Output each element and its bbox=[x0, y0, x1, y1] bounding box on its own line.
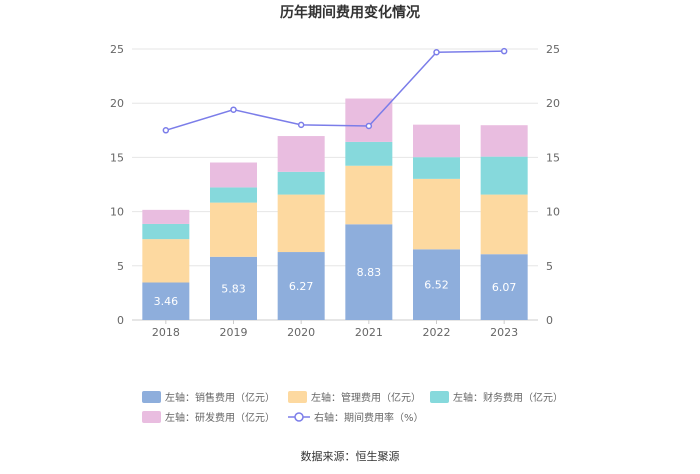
rate-line-path bbox=[165, 50, 505, 132]
legend-swatch bbox=[288, 391, 307, 403]
legend-swatch bbox=[142, 411, 161, 423]
y-right-tick-label: 25 bbox=[546, 43, 560, 56]
grid bbox=[132, 48, 538, 267]
x-tick-label: 2023 bbox=[490, 326, 518, 339]
bar-labels: 3.46 5.83 6.27 8.83 6.52 6.07 bbox=[154, 266, 517, 308]
bar-value-label: 8.83 bbox=[357, 266, 382, 279]
bar-series3-2018 bbox=[142, 223, 190, 240]
bar-series2-2022 bbox=[413, 178, 460, 250]
rate-point-2023 bbox=[500, 47, 508, 55]
legend-item: 右轴：期间费用率（%） bbox=[288, 411, 424, 424]
legend-label: 左轴：财务费用（亿元） bbox=[453, 391, 563, 404]
y-right-tick-label: 20 bbox=[546, 97, 560, 110]
legend-label: 左轴：研发费用（亿元） bbox=[165, 411, 275, 424]
bar-series2-2019 bbox=[210, 202, 257, 257]
x-tick-label: 2021 bbox=[355, 326, 383, 339]
bar-series1-2022 bbox=[413, 249, 460, 320]
rate-line bbox=[162, 47, 508, 134]
x-tick-label: 2018 bbox=[152, 326, 180, 339]
y-left-tick-label: 5 bbox=[117, 260, 124, 273]
y-right-tick-label: 0 bbox=[546, 314, 553, 327]
bar-series3-2019 bbox=[210, 187, 257, 203]
bar-value-label: 3.46 bbox=[154, 295, 179, 308]
bars bbox=[142, 98, 528, 320]
legend-label: 左轴：销售费用（亿元） bbox=[165, 391, 275, 404]
legend: 左轴：销售费用（亿元） 左轴：管理费用（亿元） 左轴：财务费用（亿元） 左轴：研发费用… bbox=[142, 391, 563, 424]
bar-series1-2023 bbox=[480, 254, 528, 320]
bar-series3-2022 bbox=[413, 157, 460, 179]
bar-series4-2019 bbox=[210, 162, 257, 188]
bar-value-label: 5.83 bbox=[221, 282, 246, 295]
bar-series1-2019 bbox=[210, 256, 257, 320]
legend-item: 左轴：管理费用（亿元） bbox=[288, 391, 421, 404]
y-right-tick-label: 10 bbox=[546, 206, 560, 219]
bar-series4-2022 bbox=[413, 124, 460, 158]
rate-point-2022 bbox=[433, 49, 440, 56]
rate-point-2021 bbox=[365, 122, 373, 130]
bar-series2-2020 bbox=[277, 194, 325, 253]
x-tick-label: 2022 bbox=[423, 326, 451, 339]
source-note: 数据来源：恒生聚源 bbox=[301, 449, 400, 463]
legend-label: 左轴：管理费用（亿元） bbox=[311, 391, 421, 404]
bar-series4-2018 bbox=[142, 209, 190, 224]
bar-series3-2021 bbox=[345, 141, 393, 166]
rate-point-2018 bbox=[162, 127, 170, 134]
bar-series4-2023 bbox=[480, 125, 528, 157]
bar-series3-2020 bbox=[277, 171, 325, 195]
legend-line-marker bbox=[294, 412, 304, 422]
bar-series1-2020 bbox=[277, 252, 325, 320]
bar-value-label: 6.07 bbox=[492, 281, 517, 294]
bar-value-label: 6.27 bbox=[289, 280, 314, 293]
legend-item: 左轴：研发费用（亿元） bbox=[142, 411, 275, 424]
bar-series4-2021 bbox=[345, 98, 393, 142]
rate-point-2019 bbox=[230, 106, 237, 113]
y-left-tick-label: 25 bbox=[110, 43, 124, 56]
x-tick-label: 2019 bbox=[220, 326, 248, 339]
chart-title: 历年期间费用变化情况 bbox=[280, 4, 420, 21]
rate-point-2020 bbox=[297, 121, 305, 129]
bar-series1-2021 bbox=[345, 224, 393, 320]
y-right-tick-label: 5 bbox=[546, 260, 553, 273]
bar-series4-2020 bbox=[277, 136, 325, 172]
bar-value-label: 6.52 bbox=[424, 279, 449, 292]
y-left-tick-label: 0 bbox=[117, 314, 124, 327]
y-left-tick-label: 10 bbox=[110, 206, 124, 219]
y-left-tick-label: 20 bbox=[110, 97, 124, 110]
legend-swatch bbox=[430, 391, 449, 403]
legend-label: 右轴：期间费用率（%） bbox=[314, 411, 424, 424]
x-tick-label: 2020 bbox=[287, 326, 315, 339]
legend-item: 左轴：销售费用（亿元） bbox=[142, 391, 275, 404]
bar-series2-2021 bbox=[345, 165, 393, 225]
bar-series1-2018 bbox=[142, 282, 190, 320]
legend-item: 左轴：财务费用（亿元） bbox=[430, 391, 563, 404]
bar-series3-2023 bbox=[480, 156, 528, 195]
y-right-tick-label: 15 bbox=[546, 151, 560, 164]
y-left-tick-label: 15 bbox=[110, 151, 124, 164]
bar-series2-2018 bbox=[142, 239, 190, 283]
bar-series2-2023 bbox=[480, 194, 528, 255]
legend-swatch bbox=[142, 391, 161, 403]
